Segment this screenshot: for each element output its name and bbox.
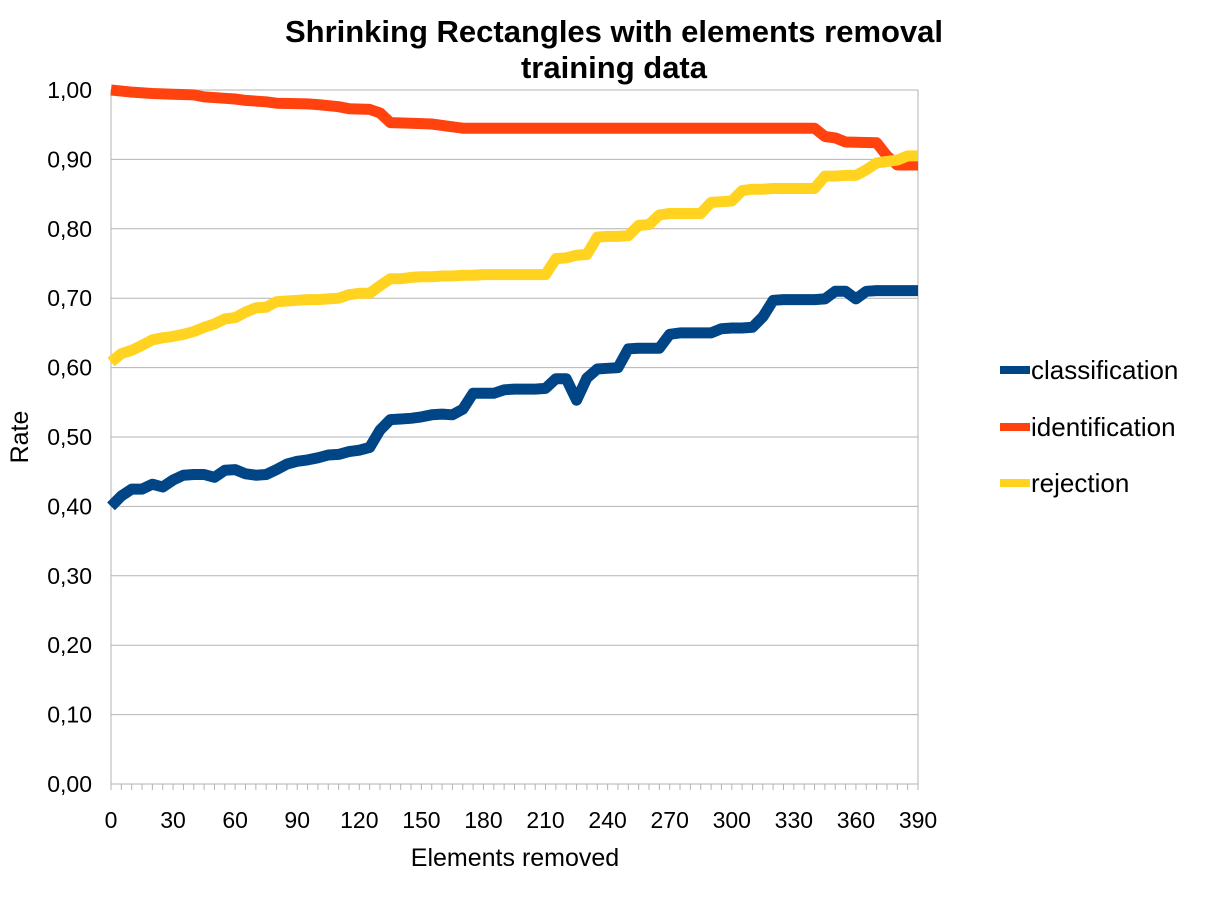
- y-tick-label: 0,60: [47, 355, 92, 381]
- x-tick-label: 360: [837, 807, 875, 833]
- legend-label-rejection: rejection: [1031, 468, 1129, 498]
- legend-label-classification: classification: [1031, 355, 1178, 385]
- series-lines: [107, 84, 918, 511]
- x-tick-label: 120: [340, 807, 378, 833]
- x-tick-label: 270: [651, 807, 689, 833]
- x-tick-label: 0: [105, 807, 118, 833]
- x-tick-label: 300: [713, 807, 751, 833]
- x-tick-label: 30: [160, 807, 186, 833]
- x-tick-label: 150: [402, 807, 440, 833]
- y-tick-label: 0,10: [47, 702, 92, 728]
- x-tick-label: 390: [899, 807, 937, 833]
- x-tick-label: 90: [284, 807, 310, 833]
- x-tick-label: 240: [588, 807, 626, 833]
- gridlines: [111, 89, 918, 785]
- y-tick-label: 0,80: [47, 216, 92, 242]
- legend-label-identification: identification: [1031, 412, 1176, 442]
- series-line-classification: [107, 285, 918, 511]
- series-line-rejection: [107, 150, 918, 367]
- chart-title-line-2: training data: [521, 50, 708, 85]
- y-tick-label: 0,90: [47, 146, 92, 172]
- x-tick-label: 330: [775, 807, 813, 833]
- x-tick-label: 210: [526, 807, 564, 833]
- x-tick-label: 180: [464, 807, 502, 833]
- y-axis-tick-labels: 0,00 0,10 0,20 0,30 0,40 0,50 0,60 0,70 0,80 0,90…: [47, 77, 92, 797]
- y-axis-title: Rate: [6, 411, 34, 464]
- x-tick-label: 60: [222, 807, 248, 833]
- y-tick-label: 0,70: [47, 285, 92, 311]
- legend: classification identification rejection: [1000, 355, 1178, 498]
- y-tick-label: 0,40: [47, 493, 92, 519]
- series-line-identification: [110, 84, 918, 171]
- y-tick-label: 0,50: [47, 424, 92, 450]
- y-tick-label: 1,00: [47, 77, 92, 103]
- x-axis-minor-ticks: [110, 784, 919, 790]
- x-axis-tick-labels: 0 30 60 90 120 150 180 210 240 270 300 330 360 390: [105, 807, 938, 833]
- x-axis-title: Elements removed: [411, 844, 619, 872]
- y-tick-label: 0,20: [47, 632, 92, 658]
- y-tick-label: 0,00: [47, 771, 92, 797]
- y-tick-label: 0,30: [47, 563, 92, 589]
- chart-title-line-1: Shrinking Rectangles with elements remov…: [285, 14, 943, 49]
